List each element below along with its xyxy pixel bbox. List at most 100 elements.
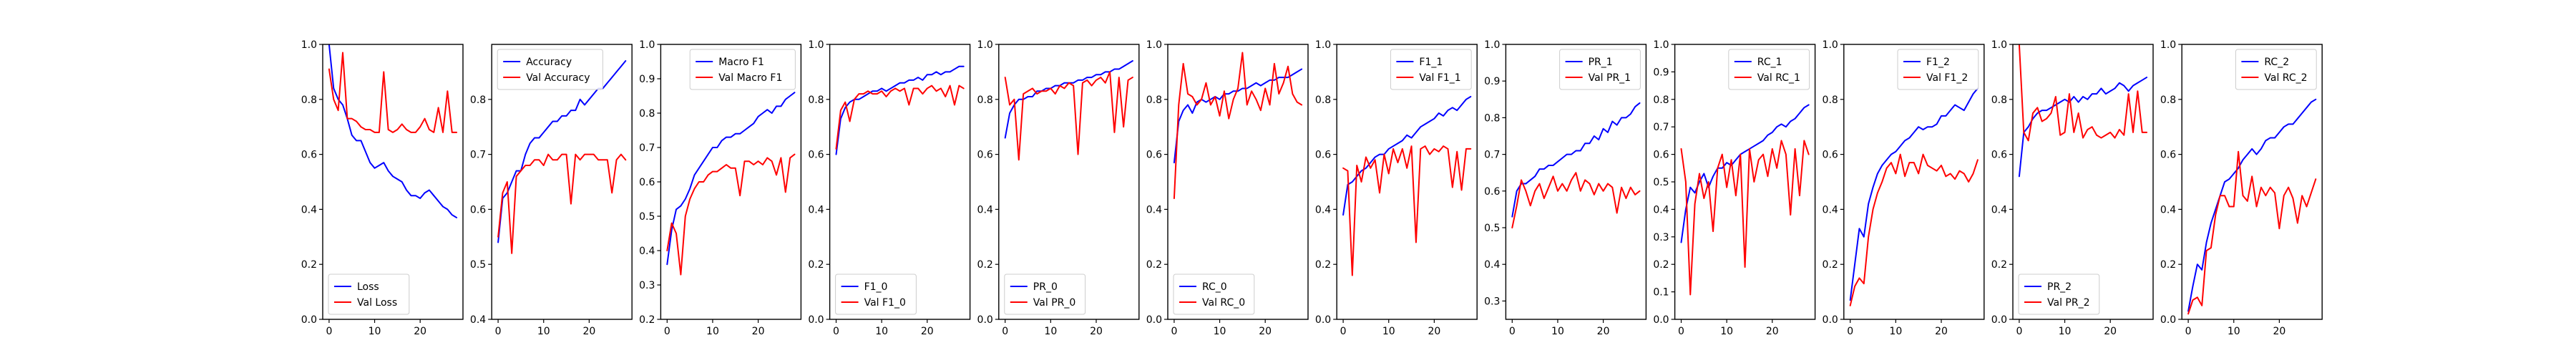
y-tick-label: 0.6	[470, 204, 486, 216]
chart-panel-3: 0.2 0.3 0.4 0.5 0.6 0.7 0.8 0.9 1.0 0 10 20 Macro F1…	[639, 39, 802, 337]
y-tick-label: 0.4	[639, 246, 655, 257]
y-tick-label: 1.0	[808, 39, 824, 51]
y-tick-label: 0.4	[1823, 204, 1838, 216]
series-line-val-rc-0	[1173, 52, 1303, 200]
series-line-rc-2	[2187, 98, 2317, 312]
x-tick-label: 20	[752, 326, 765, 337]
y-tick-label: 1.0	[1653, 39, 1669, 51]
y-tick-label: 0.0	[977, 314, 993, 326]
y-tick-label: 1.0	[1146, 39, 1162, 51]
legend: Accuracy Val Accuracy	[497, 49, 603, 90]
y-tick-label: 0.2	[808, 259, 824, 271]
chart-panel-12: 0.0 0.2 0.4 0.6 0.8 1.0 0 10 20 RC_2 Val RC_2	[2160, 39, 2323, 337]
y-tick-label: 0.0	[2160, 314, 2176, 326]
legend-label: Val Loss	[357, 297, 397, 309]
series-line-loss	[328, 44, 458, 218]
x-tick-label: 0	[833, 326, 839, 337]
y-tick-label: 0.5	[1484, 223, 1500, 234]
x-tick-label: 20	[2273, 326, 2285, 337]
series-line-pr-1	[1511, 102, 1641, 218]
legend: PR_1 Val PR_1	[1559, 49, 1641, 90]
y-tick-label: 0.0	[1653, 314, 1669, 326]
series-line-val-loss	[328, 52, 458, 133]
legend-label: F1_1	[1419, 57, 1443, 68]
x-tick-label: 0	[1340, 326, 1347, 337]
x-tick-label: 0	[1171, 326, 1177, 337]
legend-box	[1897, 49, 1979, 90]
x-tick-label: 0	[2016, 326, 2022, 337]
y-tick-label: 1.0	[1823, 39, 1838, 51]
y-tick-label: 0.2	[1315, 259, 1331, 271]
x-tick-label: 10	[1044, 326, 1057, 337]
series-line-f1-1	[1342, 95, 1472, 216]
legend-label: PR_1	[1589, 57, 1613, 68]
legend-label: Val RC_2	[2264, 72, 2307, 84]
legend-label: Val RC_1	[1757, 72, 1800, 84]
x-tick-label: 20	[1935, 326, 1948, 337]
x-tick-label: 10	[875, 326, 888, 337]
y-tick-label: 0.2	[639, 314, 655, 326]
y-tick-label: 0.8	[977, 95, 993, 106]
y-tick-label: 0.6	[1315, 150, 1331, 161]
y-tick-label: 0.3	[1653, 232, 1669, 243]
y-tick-label: 0.6	[1991, 150, 2007, 161]
legend: PR_0 Val PR_0	[1004, 274, 1086, 315]
y-tick-label: 1.0	[977, 39, 993, 51]
legend-box	[1559, 49, 1641, 90]
plot-area-frame	[491, 44, 633, 320]
legend-box	[1004, 274, 1086, 315]
legend-box	[689, 49, 796, 90]
y-tick-label: 0.8	[1991, 95, 2007, 106]
legend-box	[1173, 274, 1255, 315]
plot-area-frame	[1674, 44, 1816, 320]
legend: RC_0 Val RC_0	[1173, 274, 1255, 315]
x-tick-label: 10	[2059, 326, 2072, 337]
y-tick-label: 0.6	[639, 177, 655, 188]
y-tick-label: 0.4	[808, 204, 824, 216]
legend-label: F1_0	[864, 281, 888, 293]
y-tick-label: 0.2	[1653, 259, 1669, 271]
legend: F1_2 Val F1_2	[1897, 49, 1979, 90]
legend-label: Val PR_1	[1589, 72, 1631, 84]
y-tick-label: 0.7	[1653, 122, 1669, 133]
series-line-rc-1	[1680, 104, 1810, 243]
y-tick-label: 0.8	[639, 108, 655, 120]
y-tick-label: 0.4	[1653, 204, 1669, 216]
legend-box	[1728, 49, 1810, 90]
series-line-val-rc-2	[2187, 150, 2317, 315]
y-tick-label: 0.0	[1823, 314, 1838, 326]
series-line-macro-f1	[666, 92, 796, 266]
plot-area-frame	[1505, 44, 1647, 320]
y-tick-label: 0.4	[1146, 204, 1162, 216]
x-tick-label: 20	[1259, 326, 1272, 337]
y-tick-label: 0.5	[639, 211, 655, 223]
x-tick-label: 0	[1002, 326, 1008, 337]
x-tick-label: 10	[1214, 326, 1226, 337]
series-line-f1-0	[835, 65, 965, 155]
y-tick-label: 0.1	[1653, 287, 1669, 299]
legend: F1_1 Val F1_1	[1390, 49, 1472, 90]
legend-label: RC_2	[2264, 57, 2289, 68]
series-line-val-rc-1	[1680, 140, 1810, 296]
series-line-val-macro-f1	[666, 153, 796, 276]
y-tick-label: 0.2	[1991, 259, 2007, 271]
legend: PR_2 Val PR_2	[2018, 274, 2100, 315]
y-tick-label: 0.3	[639, 280, 655, 291]
y-tick-label: 0.0	[1991, 314, 2007, 326]
x-tick-label: 10	[369, 326, 381, 337]
plot-area-frame	[322, 44, 464, 320]
y-tick-label: 0.9	[1484, 76, 1500, 87]
chart-panel-2: 0.4 0.5 0.6 0.7 0.8 0 10 20 Accuracy Val Accuracy	[470, 44, 633, 337]
y-tick-label: 1.0	[2160, 39, 2176, 51]
y-tick-label: 1.0	[639, 39, 655, 51]
legend-label: Val F1_2	[1926, 72, 1968, 84]
y-tick-label: 0.0	[808, 314, 824, 326]
x-tick-label: 0	[495, 326, 502, 337]
legend-box	[835, 274, 917, 315]
y-tick-label: 0.5	[1653, 177, 1669, 188]
y-tick-label: 0.8	[808, 95, 824, 106]
y-tick-label: 1.0	[301, 39, 317, 51]
y-tick-label: 0.8	[2160, 95, 2176, 106]
x-tick-label: 0	[1509, 326, 1516, 337]
legend-label: PR_0	[1033, 281, 1058, 293]
